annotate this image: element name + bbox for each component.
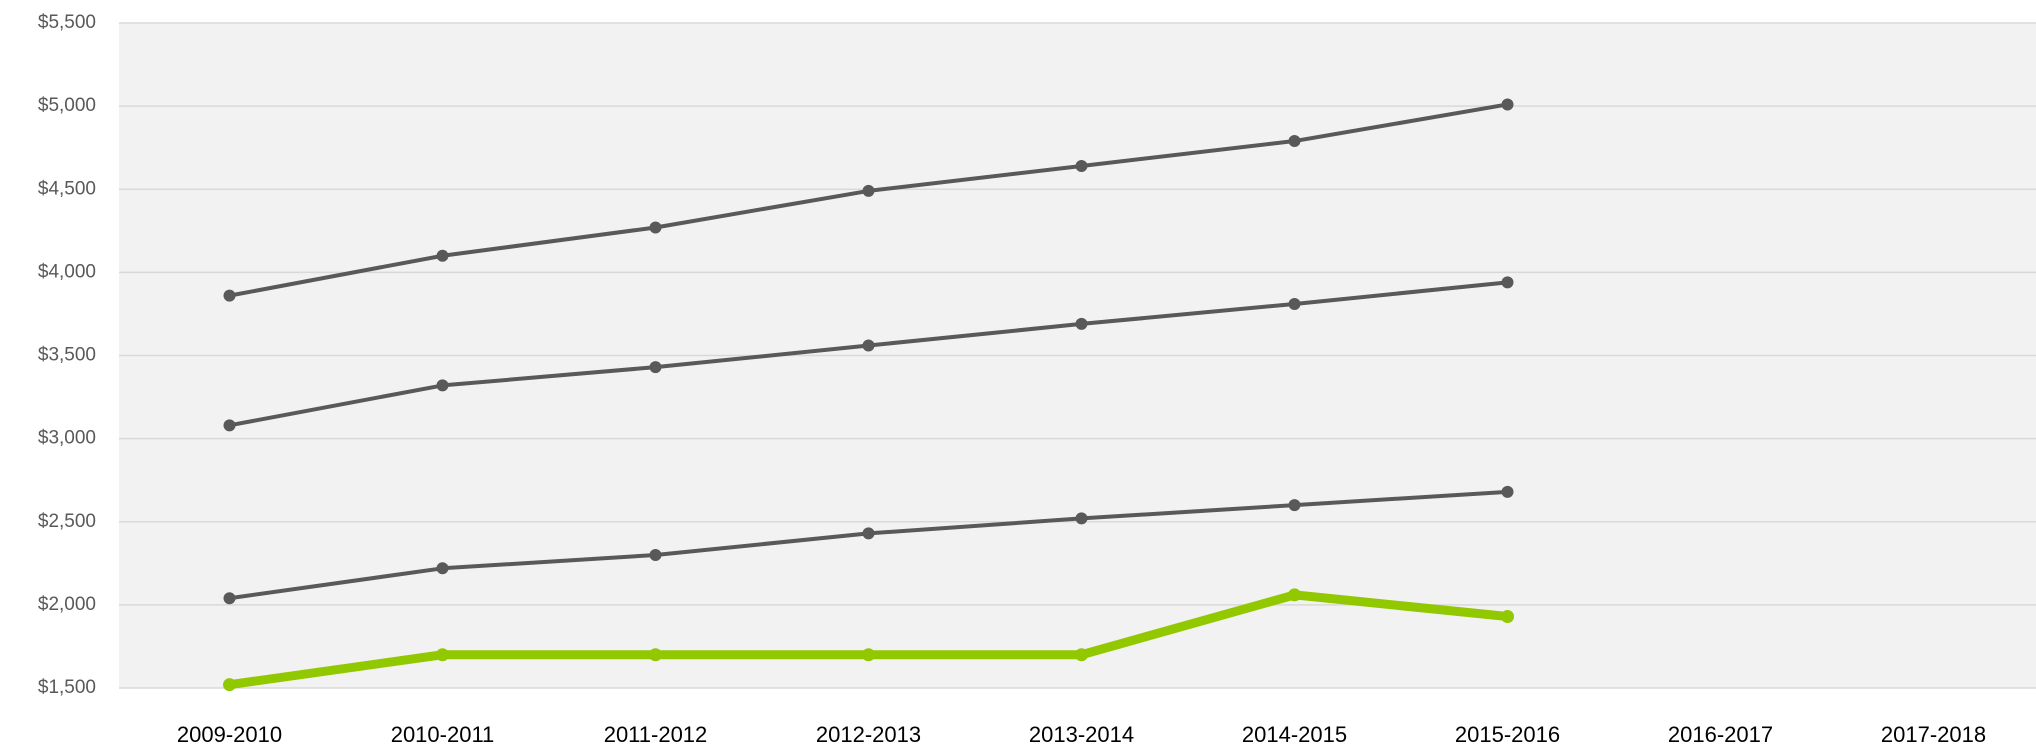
point: [862, 184, 875, 197]
point: [1501, 610, 1514, 624]
point: [1075, 512, 1088, 525]
y-tick-label: $2,000: [38, 594, 96, 615]
x-tick-label: 2015-2016: [1455, 722, 1560, 747]
point: [649, 549, 662, 561]
point: [862, 648, 875, 662]
point: [649, 361, 662, 374]
point: [223, 289, 236, 302]
y-tick-label: $2,500: [38, 511, 96, 532]
y-tick-label: $5,500: [38, 12, 96, 33]
point: [649, 648, 662, 662]
point: [223, 592, 236, 605]
point: [1501, 276, 1514, 289]
x-tick-label: 2013-2014: [1029, 722, 1134, 747]
y-tick-label: $4,500: [38, 178, 96, 199]
point: [862, 527, 875, 540]
point: [862, 339, 875, 352]
y-tick-label: $3,500: [38, 345, 96, 366]
point: [1075, 159, 1088, 172]
point: [436, 648, 449, 662]
y-tick-label: $3,000: [38, 428, 96, 449]
x-tick-label: 2010-2011: [391, 722, 495, 747]
x-tick-label: 2011-2012: [604, 722, 708, 747]
x-tick-label: 2009-2010: [177, 722, 282, 747]
x-tick-label: 2017-2018: [1881, 722, 1986, 747]
point: [1501, 98, 1514, 111]
point: [1075, 317, 1088, 330]
point: [1075, 648, 1088, 662]
point: [1288, 499, 1301, 512]
y-tick-label: $5,000: [38, 95, 96, 116]
point: [1501, 485, 1514, 498]
y-tick-label: $1,500: [38, 677, 96, 698]
point: [649, 221, 662, 234]
point: [436, 249, 449, 262]
x-tick-label: 2014-2015: [1242, 722, 1347, 747]
x-tick-label: 2016-2017: [1668, 722, 1773, 747]
y-tick-label: $4,000: [38, 261, 96, 282]
point: [436, 379, 449, 392]
point: [1288, 297, 1301, 310]
x-tick-label: 2012-2013: [816, 722, 921, 747]
point: [436, 562, 449, 575]
point: [1288, 135, 1301, 148]
point: [1288, 588, 1301, 602]
point: [223, 678, 236, 692]
point: [223, 419, 236, 432]
